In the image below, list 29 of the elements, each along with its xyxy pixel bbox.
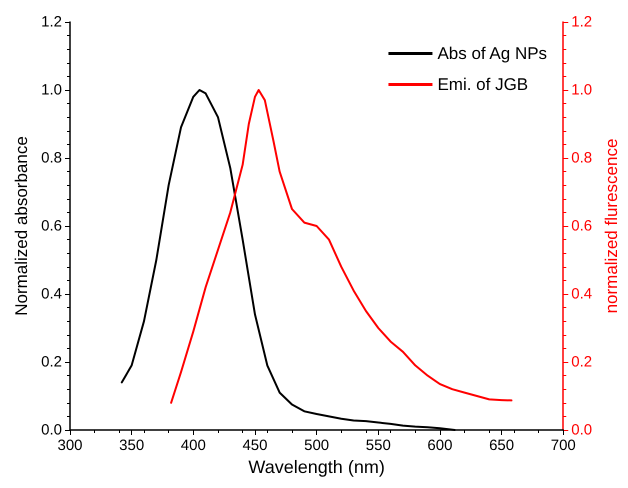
x-tick-label: 450 <box>242 437 268 454</box>
y2-tick-label: 0.6 <box>571 218 592 234</box>
y-tick-label: 1.0 <box>41 82 62 98</box>
line-series <box>170 89 512 404</box>
legend-label: Emi. of JGB <box>437 75 528 94</box>
y-axis-title: Normalized absorbance <box>12 136 32 316</box>
y2-tick-label: 0.8 <box>571 150 592 166</box>
x-tick-label: 300 <box>57 437 83 454</box>
y2-tick-label: 1.2 <box>571 14 592 30</box>
x-tick-label: 650 <box>489 437 514 454</box>
x-tick-label: 400 <box>180 437 206 454</box>
y2-tick-label: 1.0 <box>571 82 592 98</box>
x-tick-label: 600 <box>427 437 452 454</box>
y-tick-label: 0.8 <box>41 150 62 166</box>
y2-tick-label: 0.4 <box>571 286 592 302</box>
y2-tick-label: 0.2 <box>571 354 592 370</box>
y2-axis-title: normalized flurescence <box>602 138 621 314</box>
x-tick-label: 700 <box>550 437 576 454</box>
legend-label: Abs of Ag NPs <box>437 44 548 63</box>
x-tick-label: 350 <box>119 437 144 454</box>
x-tick-label: 500 <box>304 437 330 454</box>
x-tick-label: 550 <box>366 437 391 454</box>
y-tick-label: 0.6 <box>41 218 62 234</box>
y2-tick-label: 0.0 <box>571 422 592 438</box>
y-tick-label: 0.4 <box>41 286 62 302</box>
y-tick-label: 1.2 <box>41 14 62 30</box>
x-axis-title: Wavelength (nm) <box>248 457 385 477</box>
y-tick-label: 0.2 <box>41 354 62 370</box>
y-tick-label: 0.0 <box>41 422 62 438</box>
